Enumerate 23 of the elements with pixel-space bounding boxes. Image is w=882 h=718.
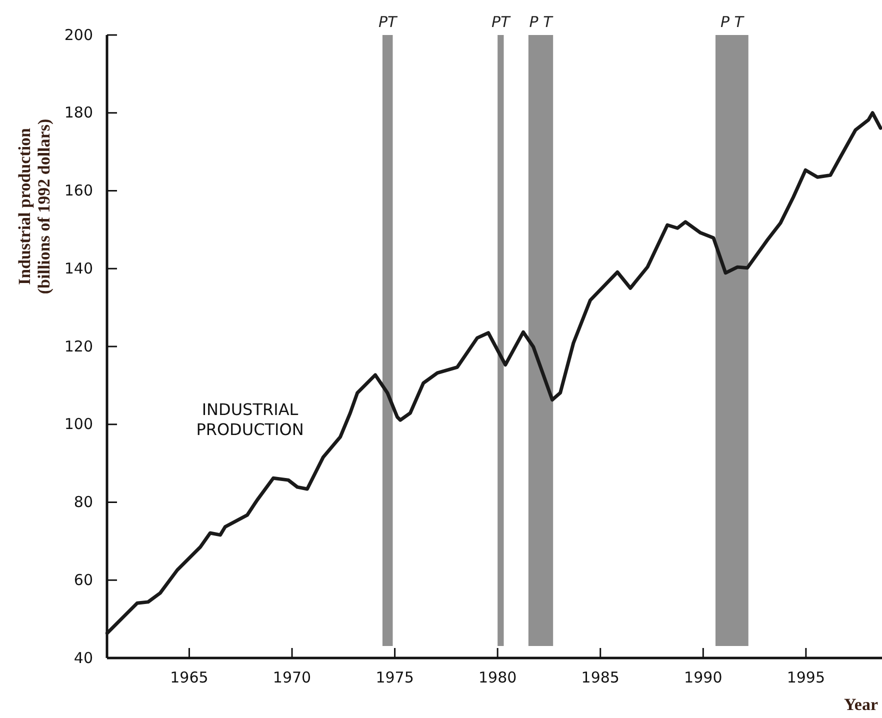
band-label: PT	[378, 13, 399, 31]
y-axis-title: Industrial production (billions of 1992 dollars)	[15, 118, 54, 294]
x-tick-label: 1975	[376, 668, 414, 687]
x-tick-label: 1995	[786, 668, 826, 687]
band-label: P T	[720, 13, 746, 31]
x-tick-label: 1985	[581, 668, 620, 687]
x-tick-label: 1990	[684, 668, 722, 687]
y-tick-label: 60	[74, 570, 93, 589]
x-tick-label: 1970	[272, 668, 312, 687]
y-tick-label: 140	[64, 259, 93, 278]
y-tick-label: 80	[74, 493, 93, 512]
y-tick-label: 160	[64, 182, 93, 200]
annotation: INDUSTRIAL PRODUCTION	[196, 400, 304, 440]
y-tick-label: 200	[64, 26, 93, 44]
band-label: P T	[529, 13, 554, 31]
band-label: PT	[492, 13, 512, 31]
x-tick-label: 1965	[170, 668, 208, 687]
y-tick-label: 100	[64, 415, 93, 434]
y-tick-label: 120	[64, 337, 93, 356]
x-axis-title: Year	[844, 695, 878, 714]
y-tick-label: 180	[64, 104, 93, 122]
y-tick-label: 40	[74, 648, 93, 667]
x-tick-label: 1980	[478, 668, 517, 687]
